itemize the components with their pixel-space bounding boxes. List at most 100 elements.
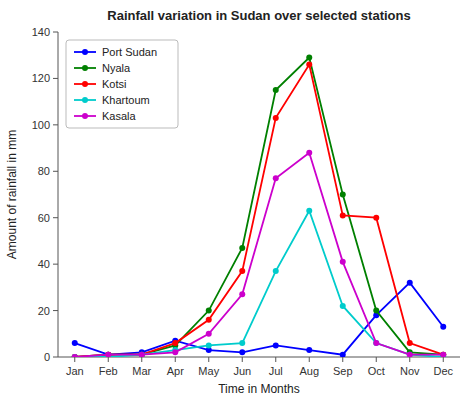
legend-marker	[82, 97, 88, 103]
x-tick	[409, 357, 410, 362]
legend: Port SudanNyalaKotsiKhartoumKasala	[66, 40, 178, 128]
point	[306, 62, 312, 68]
point	[340, 352, 346, 357]
point	[239, 245, 245, 251]
y-tick	[53, 171, 58, 172]
point	[273, 115, 279, 121]
x-tick	[242, 357, 243, 362]
x-tick	[275, 357, 276, 362]
point	[206, 342, 212, 348]
point	[206, 317, 212, 323]
x-tick-label: Oct	[368, 365, 385, 377]
y-tick-label: 100	[32, 119, 50, 131]
x-tick	[108, 357, 109, 362]
series-line	[75, 283, 444, 355]
x-tick	[141, 357, 142, 362]
point	[172, 340, 178, 346]
point	[340, 303, 346, 309]
series-line	[75, 153, 444, 357]
point	[306, 55, 312, 61]
point	[273, 175, 279, 181]
x-tick	[175, 357, 176, 362]
point	[407, 352, 413, 357]
point	[72, 354, 78, 357]
point	[72, 354, 78, 357]
series-line	[75, 58, 444, 357]
x-tick-label: Mar	[132, 365, 151, 377]
point	[440, 352, 446, 357]
point	[105, 352, 111, 357]
point	[340, 259, 346, 265]
legend-label: Port Sudan	[102, 46, 157, 58]
legend-marker	[82, 113, 88, 119]
point	[440, 352, 446, 357]
x-tick-label: Feb	[99, 365, 118, 377]
point	[139, 352, 145, 357]
y-tick	[53, 32, 58, 33]
point	[206, 308, 212, 314]
point	[273, 268, 279, 274]
y-tick	[53, 124, 58, 125]
point	[407, 280, 413, 286]
x-tick-label: Sep	[333, 365, 353, 377]
x-tick-label: Jul	[269, 365, 283, 377]
point	[440, 324, 446, 330]
y-tick	[53, 264, 58, 265]
point	[407, 352, 413, 357]
y-axis-label: Amount of rainfall in mm	[5, 130, 19, 259]
point	[273, 342, 279, 348]
y-tick-label: 40	[38, 258, 50, 270]
x-tick	[309, 357, 310, 362]
legend-label: Kasala	[102, 110, 137, 122]
x-tick	[74, 357, 75, 362]
legend-box	[66, 40, 178, 128]
legend-label: Nyala	[102, 62, 131, 74]
point	[172, 349, 178, 355]
y-tick-label: 60	[38, 212, 50, 224]
point	[440, 352, 446, 357]
point	[206, 331, 212, 337]
x-tick-label: Aug	[299, 365, 319, 377]
y-tick-label: 80	[38, 165, 50, 177]
point	[340, 192, 346, 198]
y-axis	[58, 32, 59, 357]
point	[273, 87, 279, 93]
point	[139, 352, 145, 357]
x-axis-label: Time in Months	[218, 382, 300, 396]
point	[340, 212, 346, 218]
y-tick	[53, 217, 58, 218]
point	[373, 215, 379, 221]
y-tick	[53, 357, 58, 358]
point	[105, 352, 111, 357]
y-tick	[53, 78, 58, 79]
point	[239, 349, 245, 355]
point	[306, 347, 312, 353]
series-line	[75, 211, 444, 357]
x-tick	[443, 357, 444, 362]
y-tick-label: 120	[32, 72, 50, 84]
point	[239, 291, 245, 297]
point	[139, 352, 145, 357]
point	[306, 150, 312, 156]
point	[105, 352, 111, 357]
x-tick-label: Jan	[66, 365, 84, 377]
x-tick	[342, 357, 343, 362]
point	[306, 208, 312, 214]
point	[239, 340, 245, 346]
plot-area	[72, 55, 447, 357]
legend-marker	[82, 49, 88, 55]
point	[72, 340, 78, 346]
legend-label: Khartoum	[102, 94, 150, 106]
point	[105, 352, 111, 357]
x-tick-label: Nov	[400, 365, 420, 377]
point	[407, 340, 413, 346]
title: Rainfall variation in Sudan over selecte…	[107, 8, 410, 23]
point	[373, 340, 379, 346]
point	[72, 354, 78, 357]
x-tick-label: Apr	[167, 365, 184, 377]
point	[373, 308, 379, 314]
chart: Rainfall variation in Sudan over selecte…	[0, 0, 474, 403]
x-tick-label: Dec	[433, 365, 453, 377]
point	[139, 352, 145, 357]
y-tick	[53, 310, 58, 311]
